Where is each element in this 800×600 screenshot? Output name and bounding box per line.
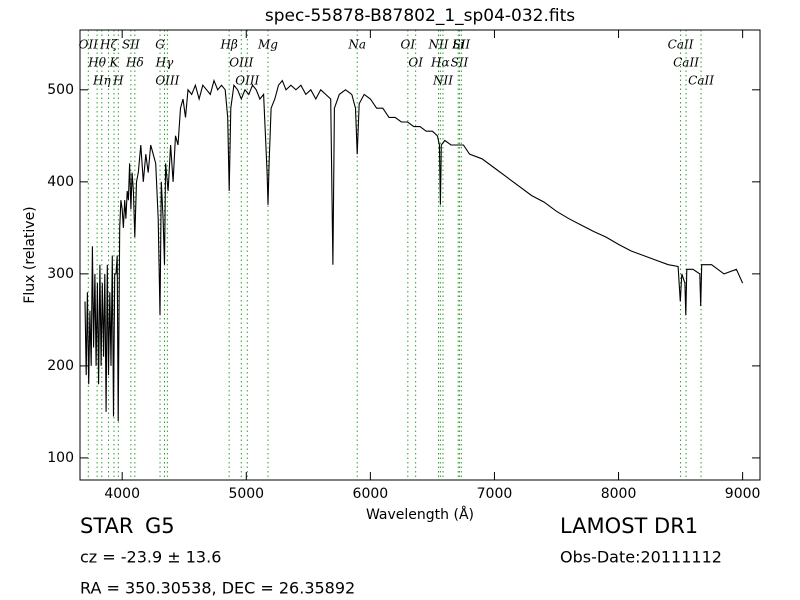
x-tick-label: 5000: [228, 486, 264, 502]
x-axis-label: Wavelength (Å): [366, 506, 474, 523]
spectral-line-label: OIII: [155, 74, 179, 88]
chart-title: spec-55878-B87802_1_sp04-032.fits: [265, 6, 575, 26]
x-tick-label: 7000: [477, 486, 513, 502]
redshift: cz = -23.9 ± 13.6: [80, 548, 221, 567]
x-tick-label: 8000: [601, 486, 637, 502]
spectral-line-label: OIII: [235, 74, 259, 88]
spectral-line-label: OII: [79, 38, 99, 52]
survey: LAMOST DR1: [560, 514, 698, 538]
x-tick-label: 9000: [725, 486, 761, 502]
subclass: G5: [145, 514, 175, 538]
y-tick-label: 400: [47, 174, 74, 190]
obs-date: Obs-Date:20111112: [560, 548, 722, 567]
x-tick-label: 4000: [104, 486, 140, 502]
y-tick-label: 500: [47, 82, 74, 98]
plot-frame: [79, 29, 761, 481]
spectral-line-label: Mg: [257, 38, 278, 52]
spectral-line-label: Hδ: [125, 56, 144, 70]
spectral-line-label: SII: [452, 38, 470, 52]
spectrum-line: [84, 78, 744, 422]
y-tick-label: 300: [47, 266, 74, 282]
spectral-line-label: Na: [347, 38, 366, 52]
spectral-line-label: H: [112, 74, 124, 88]
spectral-line-label: OIII: [229, 56, 253, 70]
y-tick-label: 100: [47, 450, 74, 466]
object-class: STAR: [80, 514, 133, 538]
spectral-line-label: G: [155, 38, 165, 52]
spectral-line-label: CaII: [668, 38, 694, 52]
spectral-line-label: Hβ: [219, 38, 237, 52]
spectral-line-label: Hα: [430, 56, 450, 70]
y-axis-label: Flux (relative): [22, 206, 38, 303]
spectral-line-label: NII: [432, 74, 453, 88]
spectral-line-label: NII: [427, 38, 448, 52]
spectral-line-label: OI: [408, 56, 423, 70]
spectral-line-label: Hθ: [87, 56, 106, 70]
coordinates: RA = 350.30538, DEC = 26.35892: [80, 579, 355, 598]
x-tick-label: 6000: [353, 486, 389, 502]
spectral-line-label: Hγ: [155, 56, 174, 70]
spectral-line-label: OI: [401, 38, 416, 52]
spectral-line-label: Hη: [92, 74, 111, 88]
spectral-line-label: CaII: [688, 74, 714, 88]
spectral-line-label: CaII: [673, 56, 699, 70]
spectral-line-label: SII: [122, 38, 140, 52]
spectral-line-label: Hζ: [99, 38, 118, 52]
spectral-line-label: SII: [451, 56, 469, 70]
y-tick-label: 200: [47, 358, 74, 374]
spectral-line-label: K: [109, 56, 120, 70]
